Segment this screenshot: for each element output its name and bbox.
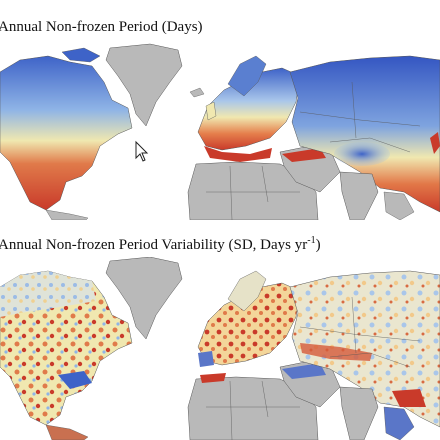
india-landmass <box>339 171 379 220</box>
central-america <box>45 209 89 220</box>
north-america-north-2 <box>0 271 96 317</box>
asia-high-variability-band <box>300 343 372 361</box>
central-america-2 <box>45 424 89 440</box>
greenland-landmass <box>105 43 183 127</box>
africa-landmass <box>187 161 319 220</box>
map-title-bottom-end: ) <box>315 237 321 253</box>
world-map-non-frozen-variability <box>0 257 440 440</box>
iberia-low-variability <box>198 351 214 367</box>
map-panel-bottom <box>0 257 440 440</box>
north-america-landmass <box>0 55 133 211</box>
greenland-landmass-2 <box>105 257 183 340</box>
north-africa-coast-variability <box>200 373 226 383</box>
africa-borders-2 <box>206 380 300 440</box>
scandinavia <box>227 55 267 97</box>
asia-landmass <box>289 55 440 213</box>
africa-landmass-2 <box>187 376 319 440</box>
arrow-cursor-icon <box>135 140 149 162</box>
asia-interior-borders-2 <box>299 296 421 368</box>
asia-interior-borders <box>299 81 421 153</box>
map-title-bottom-superscript: -1 <box>307 235 316 246</box>
canadian-arctic-islands <box>61 47 101 63</box>
southeast-asia-land <box>383 191 415 220</box>
world-map-non-frozen-days <box>0 43 440 220</box>
map-panel-top <box>0 42 440 220</box>
mediterranean-coast <box>204 146 272 162</box>
gulf-coast-low-variability <box>58 371 92 389</box>
tibet-plateau-cold-zone <box>334 142 390 166</box>
map-title-top-text: Annual Non-frozen Period (Days) <box>0 19 203 35</box>
india-landmass-2 <box>339 386 379 440</box>
japan-islands <box>430 132 440 154</box>
middle-east-variability-strip <box>282 363 326 379</box>
map-title-bottom-text: Annual Non-frozen Period Variability (SD… <box>0 237 308 253</box>
map-title-top: Annual Non-frozen Period (Days) <box>0 19 203 36</box>
scandinavia-2 <box>227 270 267 312</box>
iceland <box>189 87 205 98</box>
map-title-bottom: Annual Non-frozen Period Variability (SD… <box>0 235 321 254</box>
south-china-variability <box>392 389 426 407</box>
british-isles <box>205 101 217 121</box>
southeast-asia-land-2 <box>383 406 415 440</box>
middle-east-red-strip <box>282 148 326 162</box>
africa-border-1 <box>206 165 300 220</box>
